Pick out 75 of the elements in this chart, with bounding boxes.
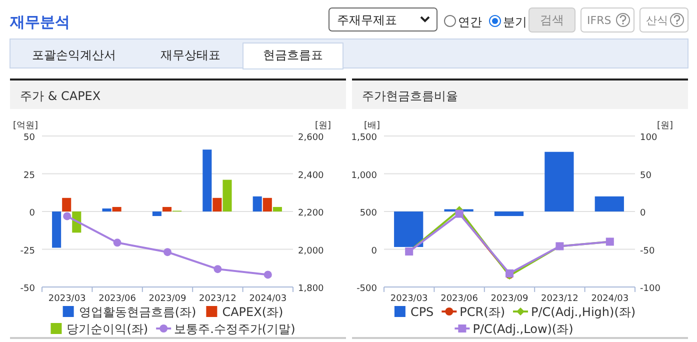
y2-tick-label: 50 — [640, 170, 652, 181]
x-tick-label: 2023/09 — [490, 294, 528, 304]
x-tick-label: 2023/12 — [199, 294, 236, 304]
y2-tick-label: 0 — [640, 208, 646, 218]
y-tick-label: 25 — [24, 170, 35, 181]
y2-axis-title: [원] — [657, 121, 674, 131]
point — [164, 248, 172, 256]
y2-tick-label: 2,400 — [298, 170, 324, 181]
x-tick-label: 2023/03 — [390, 294, 428, 304]
bar — [594, 196, 624, 212]
text: 주재무제표 — [337, 13, 397, 27]
bar — [272, 206, 282, 212]
x-tick-label: 2023/03 — [48, 294, 86, 304]
y-tick-label: 1,500 — [351, 133, 378, 143]
text: IFRS — [587, 14, 612, 27]
y-tick-label: 0 — [29, 208, 36, 218]
text: 분기 — [503, 15, 527, 29]
x-tick-label: 2024/03 — [591, 294, 629, 304]
bar — [262, 198, 272, 212]
x-tick-label: 2024/03 — [249, 294, 287, 304]
y-tick-label: 0 — [371, 246, 378, 256]
text: 연간 — [458, 15, 482, 29]
bar — [162, 206, 172, 212]
x-tick-label: 2023/12 — [541, 294, 578, 304]
y-tick-label: -25 — [20, 246, 35, 256]
bar — [62, 198, 72, 212]
bar — [252, 196, 262, 212]
point — [113, 238, 122, 247]
y-tick-label: 1,000 — [351, 170, 378, 181]
bar — [52, 212, 62, 248]
text: 재무상태표 — [160, 48, 220, 62]
legend-label: P/C(Adj.,High)(좌) — [531, 305, 636, 319]
y-axis-title: [억원] — [12, 121, 38, 131]
bar — [394, 212, 424, 247]
legend-label: 보통주.수정주가(기말) — [174, 322, 296, 336]
text: 검색 — [540, 13, 564, 27]
bar — [202, 150, 212, 212]
y-tick-label: -50 — [20, 284, 36, 294]
y-axis-title: [배] — [364, 121, 380, 131]
text: 포괄손익계산서 — [32, 48, 116, 62]
chart-title: 주가현금흐름비율 — [362, 89, 458, 103]
text: 현금흐름표 — [263, 48, 323, 62]
y2-tick-label: -50 — [640, 246, 655, 256]
point — [63, 212, 72, 220]
x-tick-label: 2023/09 — [148, 294, 186, 304]
y2-tick-label: 2,000 — [298, 246, 324, 256]
legend-label: CAPEX(좌) — [222, 305, 284, 319]
y2-tick-label: 100 — [640, 133, 658, 143]
y-tick-label: 500 — [360, 208, 378, 218]
bar — [112, 206, 122, 212]
legend-label: CPS — [410, 305, 434, 319]
x-tick-label: 2023/06 — [440, 294, 478, 304]
text: 재무분석 — [9, 13, 70, 31]
y2-tick-label: 2,200 — [298, 208, 324, 218]
legend-label: 영업활동현금흐름(좌) — [78, 305, 196, 319]
point — [214, 265, 222, 274]
y2-tick-label: 1,800 — [298, 284, 324, 294]
y2-tick-label: -100 — [640, 284, 661, 294]
bar — [152, 212, 162, 216]
bar — [212, 198, 222, 212]
y-tick-label: 50 — [24, 133, 36, 143]
text: 산식 — [646, 14, 668, 27]
bar — [544, 152, 574, 212]
y-tick-label: -500 — [356, 284, 378, 294]
legend-label: P/C(Adj.,Low)(좌) — [472, 322, 574, 336]
bar — [222, 180, 232, 212]
point — [264, 270, 272, 279]
y2-axis-title: [원] — [315, 121, 332, 131]
chart-title: 주가 & CAPEX — [20, 89, 101, 103]
legend-label: 당기순이익(좌) — [66, 322, 148, 336]
bar — [494, 212, 524, 216]
bar — [102, 208, 112, 212]
x-tick-label: 2023/06 — [98, 294, 136, 304]
y2-tick-label: 2,600 — [298, 133, 324, 143]
legend-label: PCR(좌) — [460, 305, 506, 319]
